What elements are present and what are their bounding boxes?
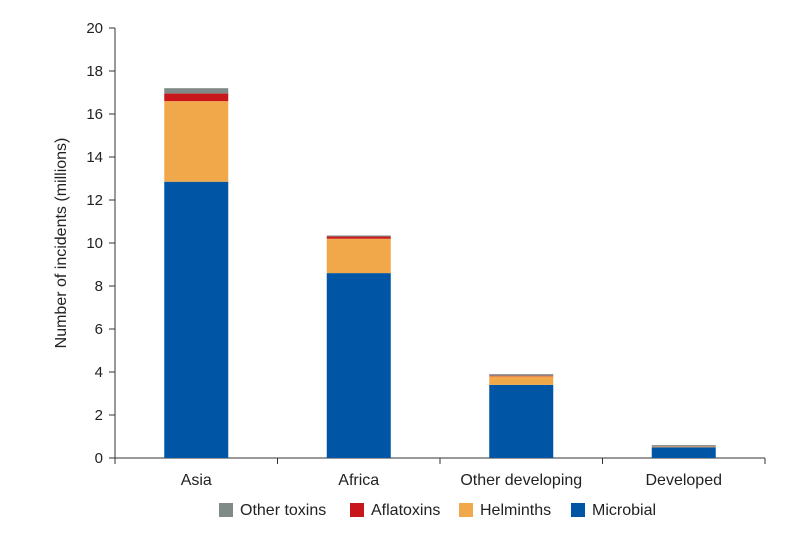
bar-segment-other-toxins xyxy=(651,445,716,447)
legend-label: Helminths xyxy=(480,502,551,519)
bar-segment-other-toxins xyxy=(489,374,554,376)
bar-segment-other-toxins xyxy=(164,88,229,94)
legend: Other toxins Aflatoxins Helminths Microbial xyxy=(219,502,656,519)
x-tick-label: Asia xyxy=(181,472,212,489)
legend-label: Aflatoxins xyxy=(371,502,440,519)
y-tick-label: 18 xyxy=(86,63,103,80)
legend-label: Other toxins xyxy=(240,502,326,519)
y-tick-label: 20 xyxy=(86,20,103,37)
legend-swatch-other-toxins xyxy=(219,503,233,517)
y-tick-label: 14 xyxy=(86,149,103,166)
y-tick-label: 16 xyxy=(86,106,103,123)
bar-segment-microbial xyxy=(326,273,391,458)
bar-segment-helminths xyxy=(326,238,391,274)
legend-swatch-microbial xyxy=(571,503,585,517)
bar-segment-other-toxins xyxy=(326,235,391,237)
x-tick-label: Africa xyxy=(338,472,379,489)
bar-segment-aflatoxins xyxy=(164,93,229,102)
bar-segment-microbial xyxy=(489,384,554,458)
x-axis: Asia Africa Other developing Developed xyxy=(114,457,766,489)
legend-swatch-helminths xyxy=(459,503,473,517)
legend-label: Microbial xyxy=(592,502,656,519)
bar-segment-aflatoxins xyxy=(326,236,391,239)
y-tick-label: 2 xyxy=(95,407,103,424)
bar-segment-microbial xyxy=(164,181,229,458)
x-tick-label: Developed xyxy=(646,472,723,489)
y-axis: 0 2 4 6 8 10 12 14 16 18 20 xyxy=(86,20,116,467)
bar-segment-helminths xyxy=(489,376,554,385)
bar-segment-helminths xyxy=(164,101,229,182)
x-tick-label: Other developing xyxy=(460,472,582,489)
legend-swatch-aflatoxins xyxy=(350,503,364,517)
y-tick-label: 10 xyxy=(86,235,103,252)
bar-segment-aflatoxins xyxy=(489,375,554,377)
y-tick-label: 4 xyxy=(95,364,103,381)
y-tick-label: 6 xyxy=(95,321,103,338)
bar-segment-microbial xyxy=(651,447,716,458)
y-axis-title: Number of incidents (millions) xyxy=(53,138,70,349)
bars xyxy=(164,88,716,458)
y-tick-label: 8 xyxy=(95,278,103,295)
y-tick-label: 12 xyxy=(86,192,103,209)
y-tick-label: 0 xyxy=(95,450,103,467)
bar-segment-helminths xyxy=(651,446,716,448)
